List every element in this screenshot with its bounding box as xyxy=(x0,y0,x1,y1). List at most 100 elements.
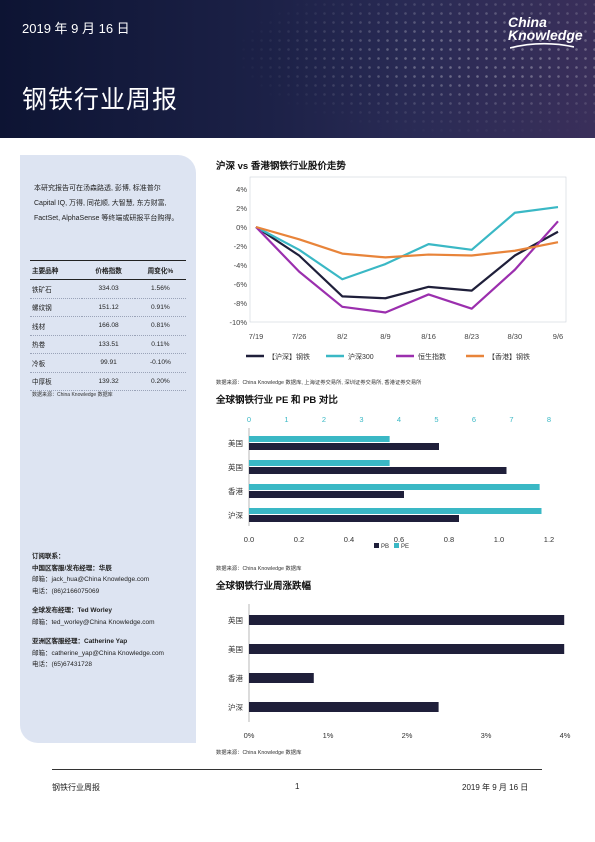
table-row: 螺纹钢 151.12 0.91% xyxy=(30,298,186,317)
header-dot-pattern xyxy=(230,0,595,138)
legend-swatch xyxy=(374,543,379,548)
row-name: 线材 xyxy=(30,316,83,336)
legend-label: PB xyxy=(381,544,389,550)
bottom-axis-tick: 0.2 xyxy=(294,535,304,544)
contact-asia: 亚洲区客服经理：Catherine Yap 邮箱：catherine_yap@C… xyxy=(32,636,192,671)
bar-pb xyxy=(249,491,404,498)
x-tick-label: 7/26 xyxy=(292,332,307,341)
x-tick-label: 0% xyxy=(244,731,255,740)
bar-pb xyxy=(249,515,459,522)
plot-frame xyxy=(249,176,567,323)
bar-pb xyxy=(249,443,439,450)
legend-swatch xyxy=(394,543,399,548)
bottom-axis-tick: 0.6 xyxy=(394,535,404,544)
y-tick-label: 4% xyxy=(236,185,247,194)
top-axis-tick: 6 xyxy=(472,415,476,424)
row-name: 冷板 xyxy=(30,353,83,373)
pe-pb-chart-title: 全球钢铁行业 PE 和 PB 对比 xyxy=(216,395,338,406)
row-change: 0.91% xyxy=(134,298,186,317)
row-change: 0.11% xyxy=(134,335,186,354)
y-tick-label: -10% xyxy=(229,318,247,327)
bottom-axis-tick: 1.2 xyxy=(544,535,554,544)
header-date: 2019 年 9 月 16 日 xyxy=(22,21,130,36)
footer-page-number: 1 xyxy=(295,782,300,791)
bar-pe xyxy=(249,484,540,490)
row-change: -0.10% xyxy=(134,353,186,373)
x-tick-label: 9/6 xyxy=(553,332,563,341)
row-name: 螺纹钢 xyxy=(30,298,83,317)
table-source-note: 数据来源：China Knowledge 数据库 xyxy=(32,392,113,398)
contact-asia-phone: 电话：(65)67431728 xyxy=(32,661,92,668)
bar-growth xyxy=(249,644,565,654)
pe-pb-chart-source: 数据来源：China Knowledge 数据库 xyxy=(216,566,302,572)
sidebar-intro: 本研究报告可在汤森路透, 彭博, 标准普尔 Capital IQ, 万得, 同花… xyxy=(34,185,179,222)
category-label: 美国 xyxy=(228,438,243,448)
table-header-price: 价格指数 xyxy=(82,260,135,280)
category-label: 沪深 xyxy=(228,510,243,520)
bar-pe xyxy=(249,508,542,514)
series-line xyxy=(255,205,559,281)
logo-line2: Knowledge xyxy=(508,27,583,43)
x-tick-label: 3% xyxy=(481,731,492,740)
line-chart-title: 沪深 vs 香港钢铁行业股价走势 xyxy=(216,161,346,172)
bottom-axis-tick: 0.4 xyxy=(344,535,354,544)
bar-growth xyxy=(249,702,439,712)
price-index-table: 主要品种 价格指数 周变化% 铁矿石 334.03 1.56% 螺纹钢 151.12 0… xyxy=(30,260,186,391)
category-label: 美国 xyxy=(228,644,243,654)
bar-growth xyxy=(249,673,314,683)
contact-global: 全球发布经理：Ted Worley 邮箱：ted_worley@China Kn… xyxy=(32,605,192,628)
category-label: 香港 xyxy=(228,673,243,683)
row-price: 99.91 xyxy=(82,353,135,373)
contact-asia-email[interactable]: 邮箱：catherine_yap@China Knowledge.com xyxy=(32,649,164,657)
report-title: 钢铁行业周报 xyxy=(22,86,179,114)
category-label: 英国 xyxy=(228,615,243,625)
growth-chart-title: 全球钢铁行业周涨跌幅 xyxy=(216,581,312,592)
row-change: 1.56% xyxy=(134,279,186,299)
top-axis-tick: 5 xyxy=(434,415,438,424)
contact-china-email[interactable]: 邮箱：jack_hua@China Knowledge.com xyxy=(32,576,150,583)
row-price: 133.51 xyxy=(82,335,135,354)
contact-global-email[interactable]: 邮箱：ted_worley@China Knowledge.com xyxy=(32,618,155,626)
x-tick-label: 8/2 xyxy=(337,332,347,341)
category-label: 沪深 xyxy=(228,702,243,712)
category-label: 英国 xyxy=(228,462,243,472)
category-label: 香港 xyxy=(228,486,243,496)
bottom-axis-tick: 0.0 xyxy=(244,535,254,544)
contact-asia-title: 亚洲区客服经理：Catherine Yap xyxy=(32,638,128,645)
bar-pe xyxy=(249,436,390,442)
footer-divider xyxy=(52,769,542,770)
bar-growth xyxy=(249,615,565,625)
growth-chart-source: 数据来源：China Knowledge 数据库 xyxy=(216,750,302,756)
x-tick-label: 8/16 xyxy=(421,332,436,341)
logo-swoosh-icon xyxy=(510,42,574,49)
table-row: 线材 166.08 0.81% xyxy=(30,316,186,336)
y-tick-label: -6% xyxy=(234,280,248,289)
row-price: 166.08 xyxy=(82,316,135,336)
y-tick-label: -8% xyxy=(234,299,248,308)
row-name: 热卷 xyxy=(30,335,83,354)
top-axis-tick: 7 xyxy=(509,415,513,424)
table-header-change: 周变化% xyxy=(134,260,186,280)
footer-date: 2019 年 9 月 16 日 xyxy=(462,783,529,792)
bottom-axis-tick: 0.8 xyxy=(444,535,454,544)
series-line xyxy=(255,225,559,259)
legend-label: 沪深300 xyxy=(348,352,374,361)
top-axis-tick: 8 xyxy=(547,415,551,424)
top-axis-tick: 0 xyxy=(247,415,251,424)
report-header: 2019 年 9 月 16 日 钢铁行业周报 China Knowledge xyxy=(0,0,595,138)
y-tick-label: -2% xyxy=(234,242,248,251)
y-tick-label: 2% xyxy=(236,204,247,213)
table-header-row: 主要品种 价格指数 周变化% xyxy=(30,260,186,280)
china-knowledge-logo: China Knowledge xyxy=(508,15,583,49)
sidebar-panel: 本研究报告可在汤森路透, 彭博, 标准普尔 Capital IQ, 万得, 同花… xyxy=(20,155,196,743)
x-tick-label: 4% xyxy=(560,731,571,740)
legend-label: 【沪深】钢铁 xyxy=(268,352,310,361)
row-price: 151.12 xyxy=(82,298,135,317)
y-tick-label: 0% xyxy=(236,223,247,232)
row-price: 139.32 xyxy=(82,372,135,391)
row-change: 0.81% xyxy=(134,316,186,336)
bar-pb xyxy=(249,467,507,474)
line-chart: 4% 2% 0% -2% -4% -6% -8% -10%7/19 7/26 8/2 8/9 8/16… xyxy=(229,176,567,361)
